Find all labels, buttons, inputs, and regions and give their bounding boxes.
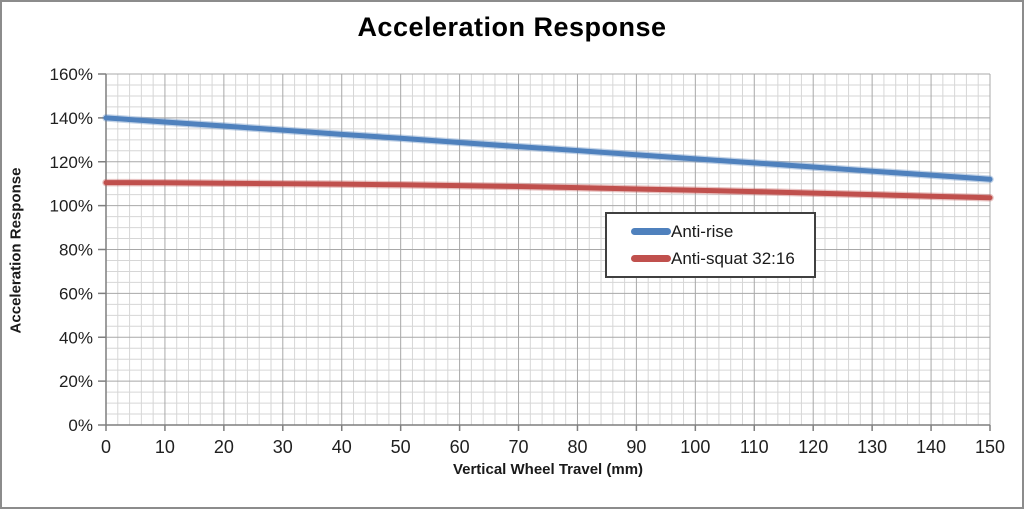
svg-text:130: 130 [857,437,887,457]
svg-text:90: 90 [626,437,646,457]
svg-text:30: 30 [273,437,293,457]
svg-text:140: 140 [916,437,946,457]
svg-text:100: 100 [680,437,710,457]
x-axis-title: Vertical Wheel Travel (mm) [452,461,644,478]
chart-title: Acceleration Response [357,12,667,42]
svg-text:110: 110 [740,437,769,457]
svg-text:80: 80 [567,437,587,457]
legend-label-anti-squat: Anti-squat 32:16 [671,248,795,268]
legend: Anti-rise Anti-squat 32:16 [605,212,816,278]
svg-text:120%: 120% [50,153,93,172]
svg-text:10: 10 [155,437,175,457]
svg-text:0%: 0% [68,416,93,435]
anti-squat-line-swatch [631,254,671,262]
svg-text:160%: 160% [50,65,93,84]
svg-text:60%: 60% [59,284,93,303]
svg-text:150: 150 [975,437,1005,457]
svg-text:140%: 140% [50,109,93,128]
svg-text:50: 50 [391,437,411,457]
svg-text:40: 40 [332,437,352,457]
svg-text:40%: 40% [59,328,93,347]
svg-text:80%: 80% [59,241,93,260]
svg-text:0: 0 [101,437,111,457]
svg-text:20: 20 [214,437,234,457]
svg-text:70: 70 [509,437,529,457]
svg-text:60: 60 [450,437,470,457]
anti-rise-line-swatch [631,228,671,236]
svg-text:120: 120 [798,437,828,457]
svg-text:100%: 100% [50,197,93,216]
svg-text:20%: 20% [59,372,93,391]
legend-label-anti-rise: Anti-rise [671,222,734,242]
legend-item-anti-rise: Anti-rise [631,223,814,240]
legend-item-anti-squat: Anti-squat 32:16 [631,250,814,267]
